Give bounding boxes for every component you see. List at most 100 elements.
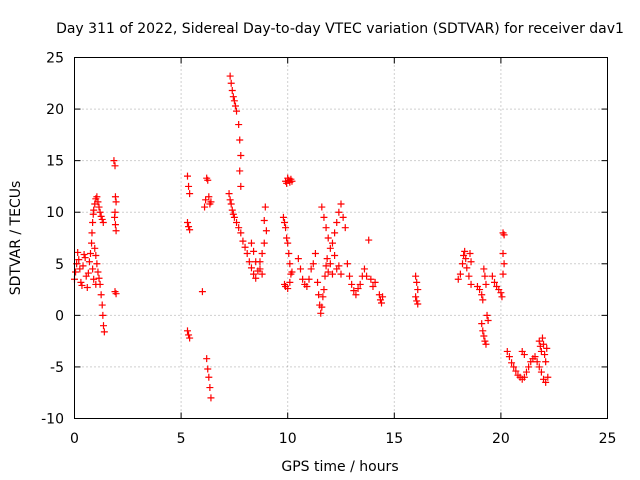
data-point — [260, 239, 268, 247]
data-point — [363, 272, 371, 280]
data-point — [228, 206, 236, 214]
data-point — [85, 258, 93, 266]
data-point — [252, 258, 260, 266]
data-point — [321, 272, 329, 280]
data-point — [307, 265, 315, 273]
data-point — [352, 291, 360, 299]
data-point — [491, 278, 499, 286]
data-point — [229, 93, 237, 101]
data-point — [88, 229, 96, 237]
data-point — [111, 193, 119, 201]
data-points — [71, 72, 552, 402]
data-point — [412, 293, 420, 301]
data-point — [541, 351, 549, 359]
data-point — [454, 275, 462, 283]
data-point — [93, 260, 101, 268]
data-point — [508, 359, 516, 367]
data-point — [378, 299, 386, 307]
data-point — [226, 196, 234, 204]
x-tick-label: 15 — [385, 431, 403, 447]
data-point — [88, 239, 96, 247]
data-point — [235, 121, 243, 129]
data-point — [522, 368, 530, 376]
data-point — [535, 337, 543, 345]
data-point — [89, 265, 97, 273]
data-point — [354, 285, 362, 293]
data-point — [91, 244, 99, 252]
y-tick-label: 0 — [55, 308, 64, 324]
data-point — [204, 365, 212, 373]
data-point — [237, 182, 245, 190]
data-point — [204, 176, 212, 184]
data-point — [97, 212, 105, 220]
data-point — [478, 320, 486, 328]
data-point — [96, 208, 104, 216]
data-point — [533, 358, 541, 366]
data-point — [92, 280, 100, 288]
data-point — [95, 274, 103, 282]
data-point — [314, 278, 322, 286]
plot-frame — [74, 57, 608, 419]
data-point — [497, 289, 505, 297]
data-point — [505, 353, 513, 361]
data-point — [93, 193, 101, 201]
data-point — [100, 328, 108, 336]
data-point — [311, 249, 319, 257]
data-point — [77, 278, 85, 286]
data-point — [343, 260, 351, 268]
data-point — [261, 203, 269, 211]
data-point — [74, 248, 82, 256]
data-point — [80, 251, 88, 259]
data-point — [205, 193, 213, 201]
y-tick-label: 10 — [46, 205, 64, 221]
data-point — [322, 262, 330, 270]
data-point — [185, 331, 193, 339]
data-point — [284, 239, 292, 247]
data-point — [285, 249, 293, 257]
data-point — [86, 249, 94, 257]
x-tick-label: 0 — [70, 431, 79, 447]
data-point — [480, 265, 488, 273]
data-point — [205, 373, 213, 381]
data-point — [320, 213, 328, 221]
data-point — [97, 291, 105, 299]
data-point — [500, 231, 508, 239]
data-point — [279, 213, 287, 221]
data-point — [294, 255, 302, 263]
data-point — [467, 280, 475, 288]
data-point — [183, 219, 191, 227]
data-point — [225, 190, 233, 198]
data-point — [481, 337, 489, 345]
data-point — [236, 167, 244, 175]
data-point — [488, 272, 496, 280]
data-point — [235, 224, 243, 232]
gridlines — [74, 57, 608, 419]
data-point — [543, 344, 551, 352]
data-point — [262, 227, 270, 235]
data-point — [258, 270, 266, 278]
data-point — [296, 265, 304, 273]
data-point — [286, 278, 294, 286]
data-point — [98, 301, 106, 309]
data-point — [525, 363, 533, 371]
data-point — [286, 260, 294, 268]
data-point — [282, 224, 290, 232]
data-point — [326, 244, 334, 252]
data-point — [339, 213, 347, 221]
data-point — [479, 296, 487, 304]
data-point — [542, 378, 550, 386]
data-point — [84, 269, 92, 277]
data-point — [110, 157, 118, 165]
data-point — [186, 190, 194, 198]
data-point — [243, 249, 251, 257]
data-point — [90, 275, 98, 283]
data-point — [252, 274, 260, 282]
data-point — [322, 224, 330, 232]
data-point — [483, 311, 491, 319]
data-point — [499, 270, 507, 278]
data-point — [229, 210, 237, 218]
data-point — [461, 247, 469, 255]
data-point — [365, 236, 373, 244]
data-point — [99, 219, 107, 227]
data-point — [481, 272, 489, 280]
